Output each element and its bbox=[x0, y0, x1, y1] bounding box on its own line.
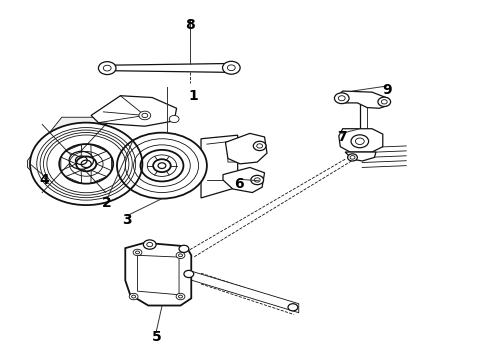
Text: 3: 3 bbox=[122, 213, 132, 227]
Circle shape bbox=[288, 304, 298, 311]
Polygon shape bbox=[339, 129, 383, 152]
Text: 8: 8 bbox=[185, 18, 195, 32]
Text: 2: 2 bbox=[102, 196, 112, 210]
Circle shape bbox=[30, 123, 143, 205]
Text: 6: 6 bbox=[234, 177, 244, 190]
Circle shape bbox=[139, 111, 151, 120]
Circle shape bbox=[251, 175, 264, 185]
Circle shape bbox=[347, 154, 357, 161]
Circle shape bbox=[351, 135, 368, 148]
Circle shape bbox=[176, 252, 185, 258]
Circle shape bbox=[253, 141, 266, 150]
Circle shape bbox=[184, 270, 194, 278]
Text: 7: 7 bbox=[337, 130, 346, 144]
Polygon shape bbox=[106, 63, 233, 72]
Circle shape bbox=[378, 97, 391, 107]
Polygon shape bbox=[223, 167, 265, 193]
Polygon shape bbox=[27, 117, 121, 200]
Polygon shape bbox=[186, 270, 299, 313]
Text: 4: 4 bbox=[40, 173, 49, 187]
Polygon shape bbox=[228, 148, 247, 162]
Circle shape bbox=[69, 151, 94, 169]
Circle shape bbox=[117, 133, 207, 199]
Circle shape bbox=[169, 116, 179, 123]
Text: 1: 1 bbox=[189, 89, 198, 103]
Circle shape bbox=[179, 245, 189, 252]
Circle shape bbox=[144, 240, 156, 249]
Polygon shape bbox=[91, 96, 176, 126]
Circle shape bbox=[133, 249, 142, 256]
Text: 9: 9 bbox=[382, 84, 392, 97]
Circle shape bbox=[222, 61, 240, 74]
Circle shape bbox=[129, 293, 138, 300]
Polygon shape bbox=[125, 243, 191, 306]
Polygon shape bbox=[225, 134, 267, 164]
Polygon shape bbox=[201, 135, 238, 198]
Circle shape bbox=[334, 93, 349, 104]
Circle shape bbox=[176, 293, 185, 300]
Text: 5: 5 bbox=[152, 330, 162, 344]
Circle shape bbox=[98, 62, 116, 75]
Polygon shape bbox=[345, 152, 376, 161]
Polygon shape bbox=[338, 91, 388, 108]
